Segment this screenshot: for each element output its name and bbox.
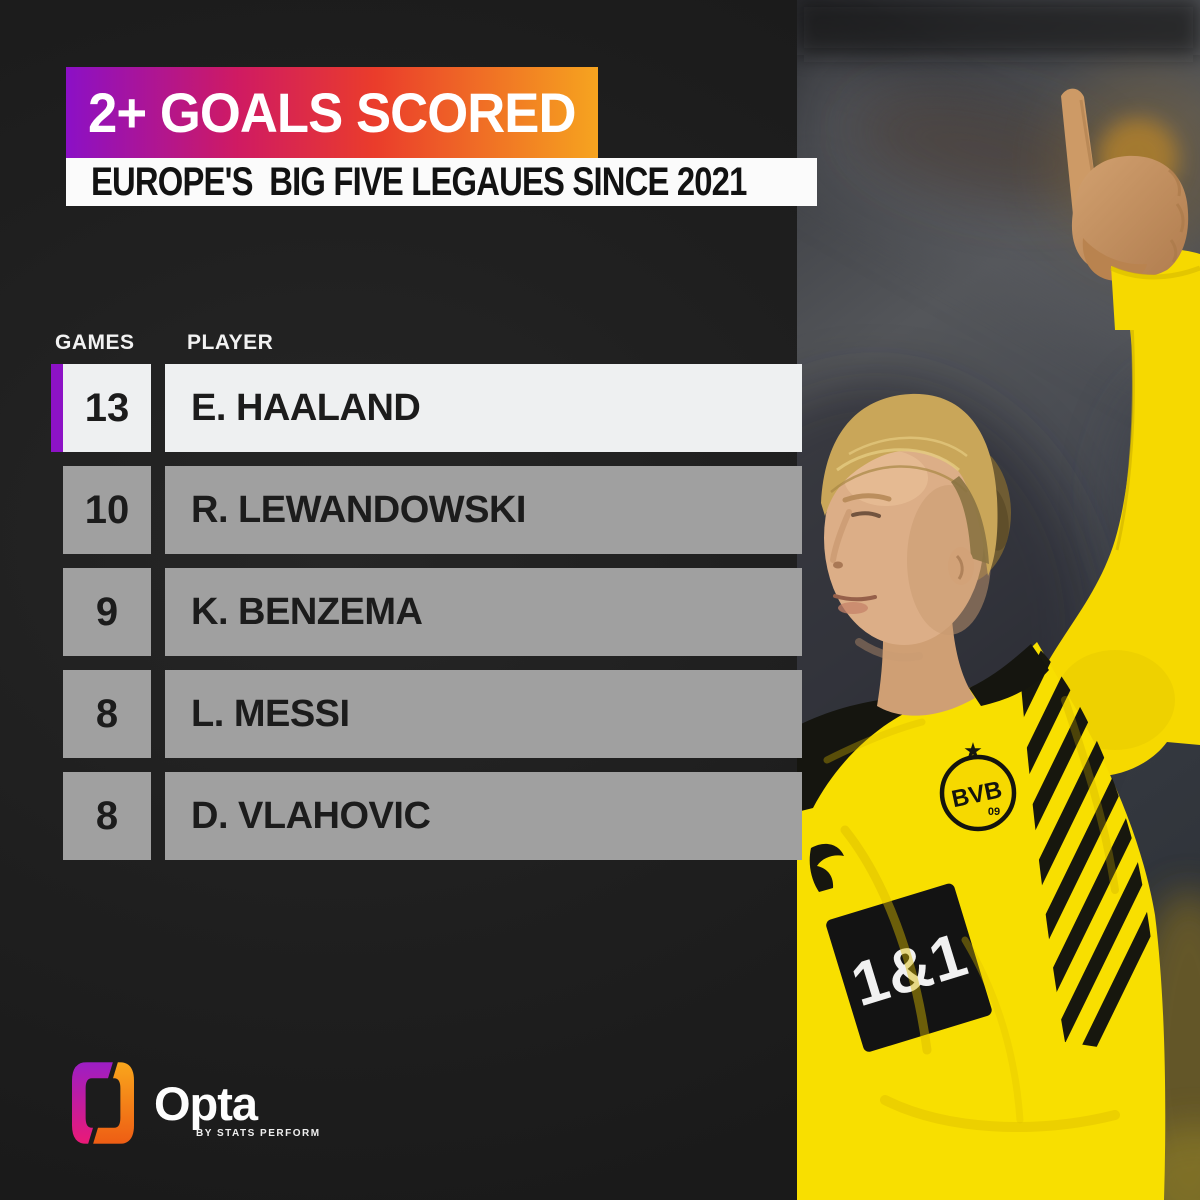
collar-right (969, 644, 1049, 706)
rank-accent-bar (51, 772, 63, 860)
page-title: 2+ GOALS SCORED (88, 81, 576, 144)
raised-arm-sleeve (1034, 249, 1200, 777)
rank-accent-bar (51, 364, 63, 452)
rank-accent-bar (51, 568, 63, 656)
table-row: 8 D. VLAHOVIC (51, 772, 802, 860)
sportswear-logo-icon (809, 843, 844, 892)
cell-gap (151, 466, 165, 554)
opta-logo-icon (72, 1062, 134, 1144)
brand-subtext: BY STATS PERFORM (196, 1128, 321, 1139)
games-cell: 8 (63, 772, 151, 860)
player-photo: ★ BVB 09 1&1 (797, 0, 1200, 1200)
player-cell: L. MESSI (165, 670, 802, 758)
table-row: 13 E. HAALAND (51, 364, 802, 452)
player-cell: K. BENZEMA (165, 568, 802, 656)
brand-name: Opta (154, 1077, 258, 1130)
games-cell: 13 (63, 364, 151, 452)
page-subtitle: EUROPE'S BIG FIVE LEGAUES SINCE 2021 (91, 159, 747, 204)
rank-accent-bar (51, 670, 63, 758)
club-badge: BVB 09 (939, 754, 1017, 832)
games-cell: 9 (63, 568, 151, 656)
table-row: 9 K. BENZEMA (51, 568, 802, 656)
column-header-games: GAMES (55, 331, 135, 354)
collar-left (797, 698, 907, 812)
player-cell: E. HAALAND (165, 364, 802, 452)
title-banner: 2+ GOALS SCORED (66, 67, 598, 158)
player-head (821, 393, 1011, 662)
column-header-player: PLAYER (187, 331, 274, 354)
subtitle-bar: EUROPE'S BIG FIVE LEGAUES SINCE 2021 (66, 158, 817, 206)
cell-gap (151, 568, 165, 656)
table-row: 10 R. LEWANDOWSKI (51, 466, 802, 554)
games-cell: 10 (63, 466, 151, 554)
sponsor-patch: 1&1 (826, 883, 992, 1052)
player-cell: R. LEWANDOWSKI (165, 466, 802, 554)
table-row: 8 L. MESSI (51, 670, 802, 758)
cell-gap (151, 364, 165, 452)
jersey-folds (823, 696, 1120, 1132)
cell-gap (151, 670, 165, 758)
games-cell: 8 (63, 670, 151, 758)
jersey-torso (797, 642, 1166, 1200)
brand-footer: Opta BY STATS PERFORM (72, 1062, 472, 1162)
club-badge-sub: 09 (988, 806, 1000, 818)
stats-table: 13 E. HAALAND 10 R. LEWANDOWSKI 9 K. BEN… (51, 364, 802, 874)
rank-accent-bar (51, 466, 63, 554)
pointing-hand (1061, 88, 1189, 282)
table-header: GAMES PLAYER (0, 331, 400, 355)
player-photo-illustration: ★ BVB 09 1&1 (797, 0, 1200, 1200)
cell-gap (151, 772, 165, 860)
player-cell: D. VLAHOVIC (165, 772, 802, 860)
